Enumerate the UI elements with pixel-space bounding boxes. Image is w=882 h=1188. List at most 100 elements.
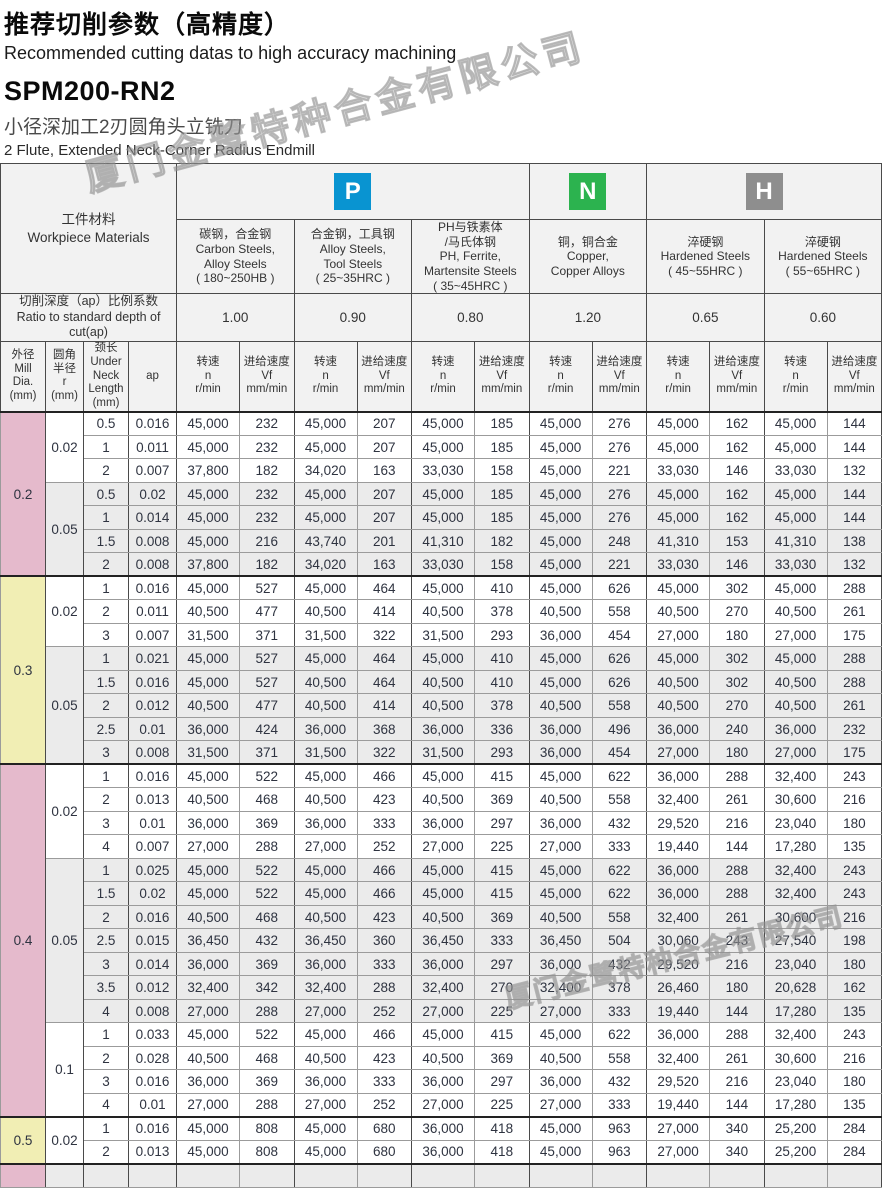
feed-cell (239, 1163, 295, 1188)
speed-cell: 40,500 (411, 904, 476, 930)
feed-cell: 297 (474, 810, 530, 836)
speed-cell: 27,000 (646, 740, 711, 765)
speed-cell: 45,000 (293, 1116, 358, 1141)
ap-cell: 0.033 (127, 1022, 178, 1047)
feed-cell: 680 (356, 1139, 413, 1165)
feed-cell: 410 (474, 669, 530, 695)
feed-cell: 622 (591, 763, 648, 789)
speed-cell: 45,000 (528, 505, 593, 530)
speed-cell: 45,000 (763, 646, 828, 671)
speed-cell: 32,400 (763, 1022, 828, 1047)
feed-cell: 808 (239, 1139, 295, 1165)
data-row: 0.3 0.02 1 0.016 45,000 527 45,000 464 45,000 410… (0, 575, 882, 765)
ap-cell: 0.016 (127, 763, 178, 789)
neck-length-cell: 1 (83, 505, 129, 530)
feed-cell: 288 (239, 834, 295, 859)
feed-cell: 302 (709, 646, 765, 671)
feed-cell: 182 (239, 458, 295, 483)
feed-cell (826, 1163, 882, 1188)
speed-cell: 30,060 (646, 928, 711, 953)
speed-cell: 40,500 (646, 693, 711, 718)
speed-cell (646, 1163, 711, 1188)
feed-cell: 163 (356, 458, 413, 483)
speed-cell: 31,500 (176, 740, 241, 765)
feed-cell: 162 (709, 481, 765, 507)
feed-cell: 270 (474, 975, 530, 1000)
speed-cell: 17,280 (763, 834, 828, 859)
feed-cell: 270 (709, 693, 765, 718)
feed-cell: 261 (826, 693, 882, 718)
speed-cell: 27,000 (176, 1092, 241, 1118)
speed-cell (411, 1163, 476, 1188)
workpiece-label-zh: 工件材料 (61, 212, 116, 228)
neck-length-cell: 2 (83, 693, 129, 718)
feed-cell: 232 (239, 481, 295, 507)
feed-cell: 468 (239, 787, 295, 812)
feed-cell: 468 (239, 904, 295, 930)
feed-cell: 270 (709, 599, 765, 624)
speed-cell: 23,040 (763, 951, 828, 977)
speed-cell: 45,000 (293, 575, 358, 601)
data-row: 2 0.011 40,500 477 40,500 414 40,500 378 40,500 5… (1, 599, 882, 624)
feed-cell: 333 (591, 1092, 648, 1118)
feed-cell: 243 (826, 1022, 882, 1047)
feed-cell: 322 (356, 622, 413, 648)
feed-cell: 284 (826, 1139, 882, 1165)
feed-cell: 622 (591, 1022, 648, 1047)
speed-cell: 45,000 (176, 1139, 241, 1165)
speed-cell: 45,000 (411, 1022, 476, 1047)
speed-cell: 27,540 (763, 928, 828, 953)
feed-cell: 963 (591, 1116, 648, 1141)
speed-cell: 40,500 (763, 669, 828, 695)
ap-cell: 0.021 (127, 646, 178, 671)
column-header-speed: 转速 n r/min (528, 340, 593, 413)
speed-cell: 33,030 (763, 458, 828, 483)
speed-cell: 36,000 (176, 1069, 241, 1094)
speed-cell: 40,500 (293, 693, 358, 718)
feed-cell (709, 1163, 765, 1188)
feed-cell: 180 (709, 975, 765, 1000)
iso-n-badge-icon: N (569, 173, 607, 210)
speed-cell: 36,000 (293, 951, 358, 977)
speed-cell: 27,000 (411, 998, 476, 1024)
feed-cell: 180 (826, 1069, 882, 1094)
speed-cell: 32,400 (646, 904, 711, 930)
depth-ratio-value: 0.65 (646, 293, 765, 342)
feed-cell: 333 (356, 810, 413, 836)
data-row: 0.5 0.02 1 0.016 45,000 808 45,000 680 36,000 418… (0, 1115, 882, 1165)
speed-cell: 19,440 (646, 1092, 711, 1118)
feed-cell: 522 (239, 857, 295, 883)
speed-cell: 36,000 (646, 716, 711, 742)
speed-cell: 36,000 (528, 951, 593, 977)
feed-cell: 340 (709, 1116, 765, 1141)
speed-cell: 36,000 (528, 716, 593, 742)
feed-cell: 146 (709, 458, 765, 483)
speed-cell: 45,000 (293, 411, 358, 436)
speed-cell: 40,500 (411, 787, 476, 812)
speed-cell: 45,000 (646, 411, 711, 436)
corner-radius-cell: 0.02 (45, 575, 84, 648)
speed-cell: 45,000 (176, 646, 241, 671)
iso-p-badge-icon: P (334, 173, 372, 210)
speed-cell: 19,440 (646, 834, 711, 859)
speed-cell: 40,500 (176, 1045, 241, 1071)
feed-cell: 243 (826, 881, 882, 906)
speed-cell: 45,000 (293, 1022, 358, 1047)
speed-cell: 45,000 (176, 481, 241, 507)
ap-cell: 0.028 (127, 1045, 178, 1071)
data-row: 3 0.01 36,000 369 36,000 333 36,000 297 36,000 43… (1, 810, 882, 836)
feed-cell: 333 (356, 1069, 413, 1094)
speed-cell: 27,000 (763, 740, 828, 765)
ap-cell: 0.015 (127, 928, 178, 953)
data-row: 2 0.028 40,500 468 40,500 423 40,500 369 40,500 5… (1, 1045, 882, 1071)
depth-ratio-value: 0.60 (763, 293, 882, 342)
feed-cell: 252 (356, 834, 413, 859)
workpiece-materials-header: 工件材料 Workpiece Materials (0, 162, 178, 295)
corner-radius-cell: 0.05 (45, 646, 84, 765)
speed-cell: 45,000 (411, 434, 476, 460)
feed-cell: 410 (474, 646, 530, 671)
feed-cell: 146 (709, 552, 765, 577)
feed-cell: 414 (356, 693, 413, 718)
speed-cell: 45,000 (528, 763, 593, 789)
data-row: 3 0.016 36,000 369 36,000 333 36,000 297 36,000 4… (1, 1069, 882, 1094)
